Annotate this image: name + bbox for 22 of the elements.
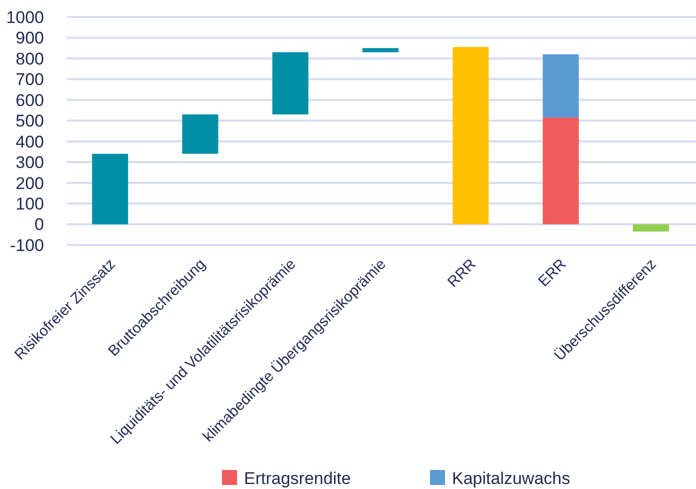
legend-label: Ertragsrendite bbox=[244, 468, 351, 488]
y-tick-label: 100 bbox=[16, 194, 44, 214]
y-tick-label: 400 bbox=[16, 132, 44, 152]
y-tick-label: 300 bbox=[16, 153, 44, 172]
y-tick-label: 600 bbox=[16, 90, 44, 110]
bar bbox=[542, 118, 579, 224]
legend-label: Kapitalzuwachs bbox=[452, 468, 570, 488]
y-tick-label: 800 bbox=[16, 49, 44, 68]
y-tick-label: 1000 bbox=[6, 8, 44, 27]
y-tick-label: 200 bbox=[16, 174, 44, 193]
y-tick-label: -100 bbox=[10, 236, 44, 255]
y-tick-label: 500 bbox=[16, 112, 44, 131]
y-tick-label: 900 bbox=[16, 28, 44, 48]
bar bbox=[542, 54, 579, 118]
bar bbox=[182, 114, 218, 154]
bar bbox=[632, 224, 669, 232]
y-tick-label: 700 bbox=[16, 70, 44, 90]
bar bbox=[92, 154, 128, 224]
bar bbox=[272, 52, 308, 114]
y-tick-label: 0 bbox=[34, 215, 44, 234]
bar bbox=[452, 47, 489, 224]
bar bbox=[362, 48, 399, 52]
